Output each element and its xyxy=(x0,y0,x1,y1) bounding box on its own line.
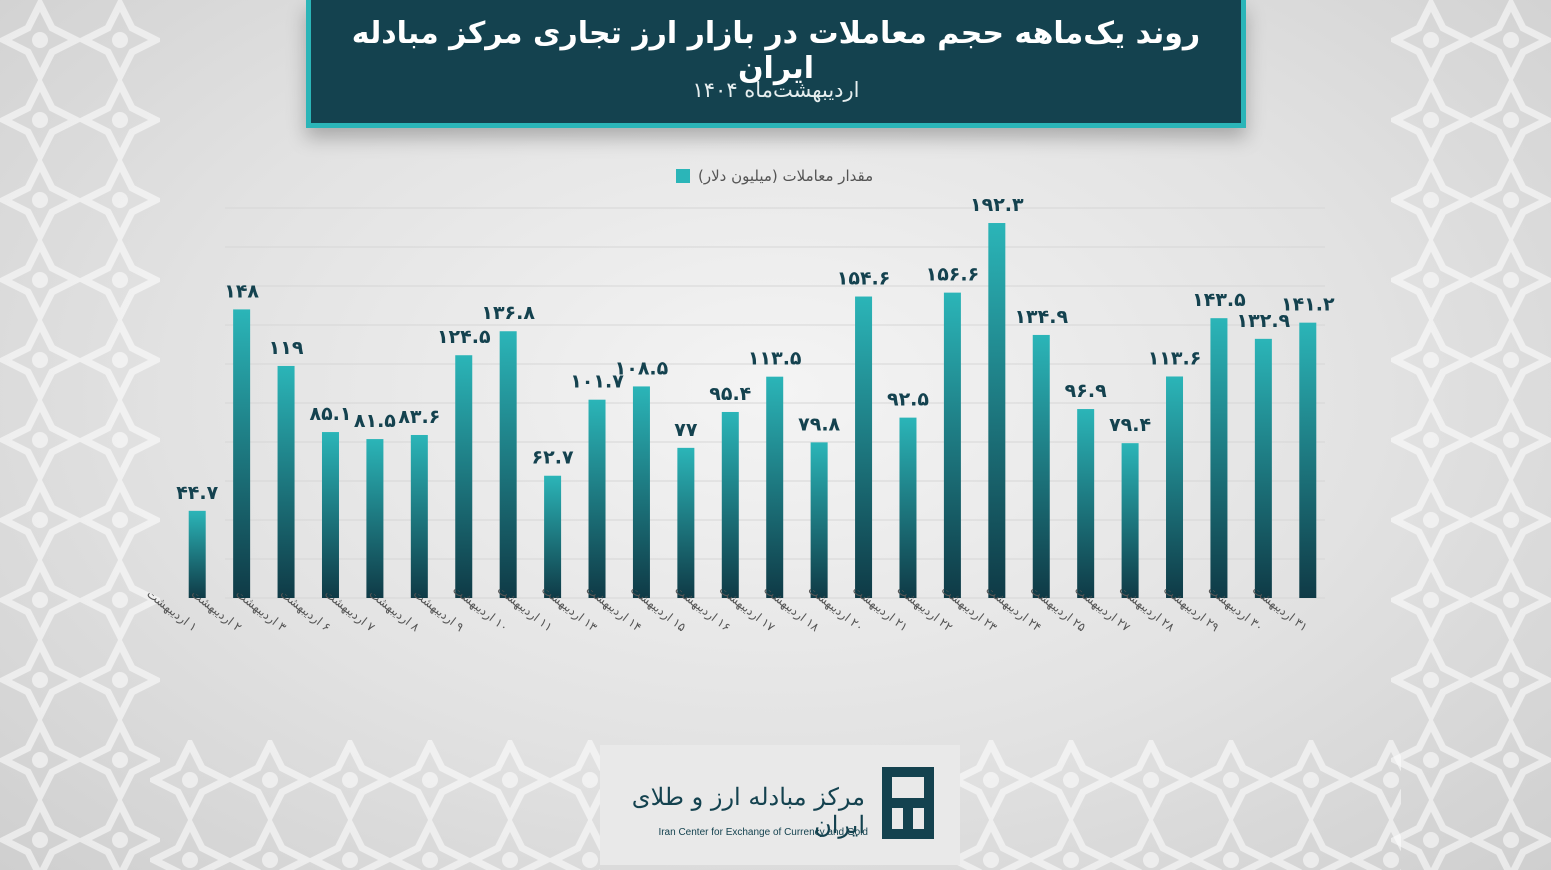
bar-value-label: ۱۴۳.۵ xyxy=(1192,289,1246,311)
bar-value-label: ۱۹۲.۳ xyxy=(970,194,1024,216)
bar xyxy=(188,510,206,598)
bars xyxy=(188,223,1317,598)
bar-value-label: ۱۳۴.۹ xyxy=(1014,306,1068,328)
bar xyxy=(1032,334,1050,598)
bar xyxy=(588,399,606,598)
bar xyxy=(1210,318,1228,598)
bar xyxy=(455,355,473,598)
chart-legend: مقدار معاملات (میلیون دلار) xyxy=(676,164,873,188)
bar-value-label: ۷۹.۸ xyxy=(798,413,840,435)
chart-subtitle: اردیبهشت‌ماه ۱۴۰۴ xyxy=(692,78,860,102)
bar-value-label: ۸۳.۶ xyxy=(398,406,440,428)
bar xyxy=(366,439,384,598)
bar xyxy=(410,434,428,598)
bar xyxy=(677,447,695,598)
legend-label: مقدار معاملات (میلیون دلار) xyxy=(698,167,874,185)
bar xyxy=(943,292,961,598)
bar xyxy=(321,432,339,598)
bar-value-label: ۱۳۶.۸ xyxy=(481,302,535,324)
bar xyxy=(1166,376,1184,598)
bar xyxy=(499,331,517,598)
bar-value-label: ۱۴۸ xyxy=(224,280,259,302)
bar xyxy=(988,223,1006,598)
islamic-pattern-left xyxy=(0,0,160,870)
bar-value-label: ۹۲.۵ xyxy=(887,389,929,411)
islamic-pattern-bottom-left xyxy=(150,740,600,870)
bar xyxy=(766,376,784,598)
bar xyxy=(233,309,251,598)
bar-value-label: ۱۵۴.۶ xyxy=(837,268,891,290)
bar-value-label: ۱۲۴.۵ xyxy=(437,326,491,348)
bar-value-label: ۹۶.۹ xyxy=(1065,380,1107,402)
bar xyxy=(632,386,650,598)
bar-value-label: ۱۴۱.۲ xyxy=(1281,294,1335,316)
bar xyxy=(721,411,739,598)
bar-value-label: ۹۵.۴ xyxy=(709,383,751,405)
bar-value-label: ۸۵.۱ xyxy=(309,403,351,425)
bar xyxy=(277,365,295,598)
chart-header: روند یک‌ماهه حجم معاملات در بازار ارز تج… xyxy=(306,0,1246,128)
bar-value-label: ۶۲.۷ xyxy=(532,447,574,469)
bar-value-label: ۱۰۱.۷ xyxy=(570,371,624,393)
islamic-pattern-right xyxy=(1391,0,1551,870)
logo-text-fa: مرکز مبادله ارز و طلای ایران xyxy=(631,783,865,839)
legend-swatch xyxy=(676,169,690,183)
bar-value-label: ۸۱.۵ xyxy=(354,410,396,432)
bar xyxy=(1077,409,1095,598)
bar xyxy=(544,475,562,598)
bar-value-label: ۷۹.۴ xyxy=(1109,414,1151,436)
bar-value-label: ۱۱۳.۶ xyxy=(1148,347,1202,369)
bar xyxy=(1299,322,1317,598)
bar xyxy=(855,296,873,598)
gridlines xyxy=(225,207,1325,599)
islamic-pattern-bottom-right xyxy=(951,740,1401,870)
bar-value-label: ۷۷ xyxy=(674,419,698,441)
bar xyxy=(1254,338,1272,598)
icec-logo-icon xyxy=(882,767,934,839)
bar-value-label: ۱۵۶.۶ xyxy=(926,264,980,286)
logo-block: مرکز مبادله ارز و طلای ایران Iran Center… xyxy=(600,745,960,865)
bar-value-label: ۱۰۸.۵ xyxy=(615,357,669,379)
bar-value-label: ۱۱۹ xyxy=(269,337,304,359)
bar-value-label: ۴۴.۷ xyxy=(176,482,218,504)
bar xyxy=(899,417,917,598)
logo-text-en: Iran Center for Exchange of Currency and… xyxy=(658,827,868,838)
bar xyxy=(1121,443,1139,598)
bar xyxy=(810,442,828,598)
bar-value-label: ۱۱۳.۵ xyxy=(748,348,802,370)
bar-value-label: ۱۳۲.۹ xyxy=(1237,310,1291,332)
chart-title: روند یک‌ماهه حجم معاملات در بازار ارز تج… xyxy=(351,16,1201,86)
